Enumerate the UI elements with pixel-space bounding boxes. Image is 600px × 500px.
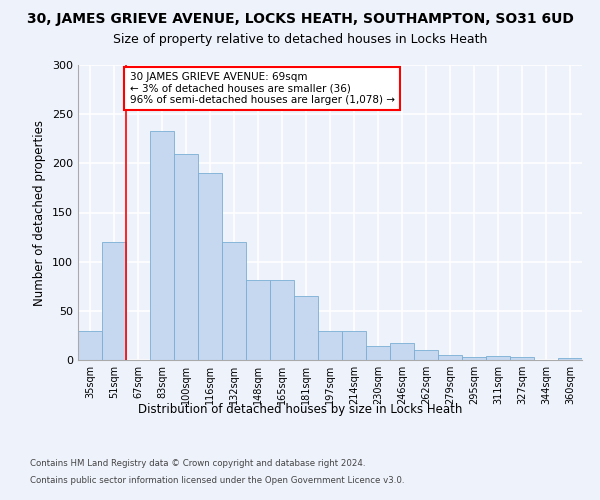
- Bar: [510, 357, 534, 360]
- Bar: [390, 344, 414, 360]
- Bar: [414, 350, 438, 360]
- Bar: [438, 355, 462, 360]
- Bar: [222, 242, 246, 360]
- Text: Size of property relative to detached houses in Locks Heath: Size of property relative to detached ho…: [113, 32, 487, 46]
- Y-axis label: Number of detached properties: Number of detached properties: [34, 120, 46, 306]
- Bar: [486, 356, 510, 360]
- Bar: [198, 173, 222, 360]
- Bar: [78, 330, 102, 360]
- Text: Contains HM Land Registry data © Crown copyright and database right 2024.: Contains HM Land Registry data © Crown c…: [30, 458, 365, 468]
- Bar: [366, 346, 390, 360]
- Bar: [174, 154, 198, 360]
- Bar: [462, 357, 486, 360]
- Bar: [558, 358, 582, 360]
- Bar: [246, 280, 270, 360]
- Bar: [150, 131, 174, 360]
- Bar: [294, 296, 318, 360]
- Text: Contains public sector information licensed under the Open Government Licence v3: Contains public sector information licen…: [30, 476, 404, 485]
- Text: Distribution of detached houses by size in Locks Heath: Distribution of detached houses by size …: [138, 402, 462, 415]
- Bar: [342, 330, 366, 360]
- Bar: [318, 330, 342, 360]
- Text: 30 JAMES GRIEVE AVENUE: 69sqm
← 3% of detached houses are smaller (36)
96% of se: 30 JAMES GRIEVE AVENUE: 69sqm ← 3% of de…: [130, 72, 395, 105]
- Bar: [270, 280, 294, 360]
- Text: 30, JAMES GRIEVE AVENUE, LOCKS HEATH, SOUTHAMPTON, SO31 6UD: 30, JAMES GRIEVE AVENUE, LOCKS HEATH, SO…: [26, 12, 574, 26]
- Bar: [102, 242, 126, 360]
